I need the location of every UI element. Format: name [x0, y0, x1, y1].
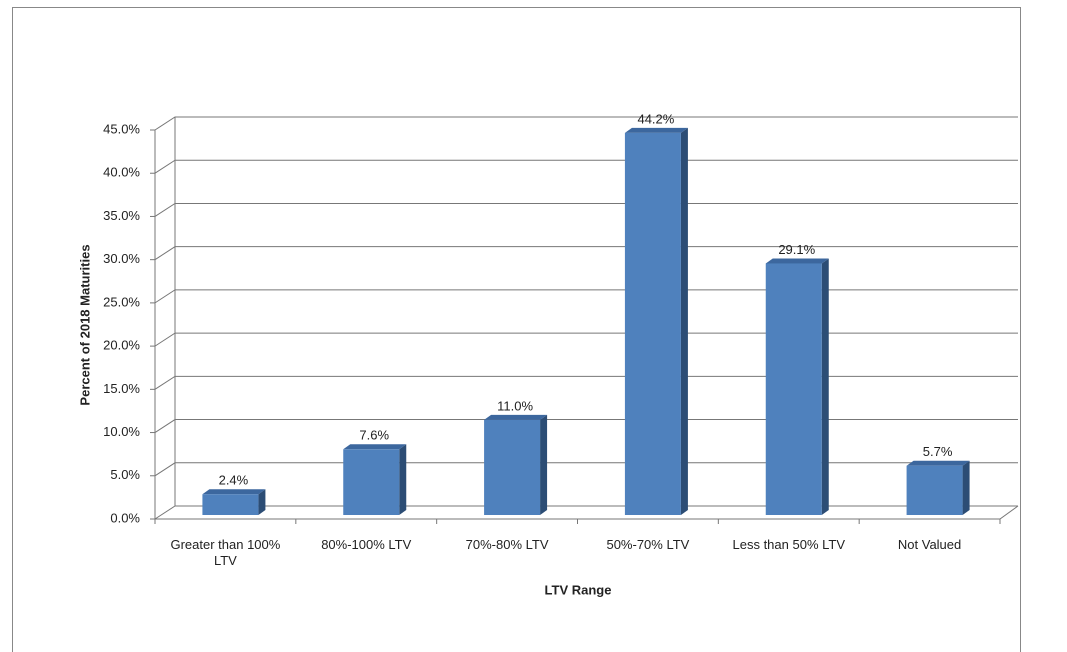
bar-side: [540, 414, 548, 515]
grid-line: [154, 505, 1018, 520]
bar: [765, 263, 822, 515]
bar-top: [343, 444, 407, 450]
bar: [343, 449, 400, 515]
value-label: 44.2%: [637, 111, 674, 126]
y-tick-label: 5.0%: [110, 467, 140, 482]
bar-side: [399, 444, 407, 515]
y-tick-label: 35.0%: [103, 208, 140, 223]
x-axis: [155, 505, 1019, 520]
bar: [484, 419, 541, 515]
grid-line: [154, 116, 1018, 131]
bar-side: [821, 258, 829, 515]
y-tick-label: 0.0%: [110, 510, 140, 525]
bar-side: [258, 489, 266, 515]
x-tick-label: 50%-70% LTV: [606, 537, 690, 552]
bar-top: [624, 127, 688, 133]
value-label: 2.4%: [219, 473, 249, 488]
value-label: 5.7%: [923, 444, 953, 459]
y-tick-label: 45.0%: [103, 121, 140, 136]
value-label: 7.6%: [359, 428, 389, 443]
grid-line: [154, 289, 1018, 304]
y-tick-label: 40.0%: [103, 165, 140, 180]
grid-line: [154, 159, 1018, 174]
value-label: 11.0%: [497, 398, 533, 413]
x-tick-label: Less than 50% LTV: [732, 537, 846, 552]
y-tick-label: 25.0%: [103, 294, 140, 309]
bar-top: [484, 414, 548, 420]
grid-line: [154, 462, 1018, 477]
bar-top: [202, 489, 266, 495]
y-tick-label: 10.0%: [103, 424, 140, 439]
grid-line: [154, 332, 1018, 347]
bar-side: [962, 460, 970, 515]
x-tick-label: Greater than 100% LTV: [170, 537, 281, 568]
y-tick-label: 20.0%: [103, 338, 140, 353]
bar: [202, 494, 259, 515]
y-axis-title: Percent of 2018 Maturities: [77, 244, 92, 405]
chart-frame: [12, 7, 1021, 652]
grid-line: [154, 202, 1018, 217]
x-axis-title: LTV Range: [545, 582, 612, 597]
value-label: 29.1%: [778, 242, 815, 257]
y-tick-label: 15.0%: [103, 381, 140, 396]
bar-top: [906, 460, 970, 466]
bar: [624, 132, 681, 515]
bar: [906, 465, 963, 515]
bar-top: [765, 258, 829, 264]
grid-line: [154, 375, 1018, 390]
x-tick-label: 70%-80% LTV: [465, 537, 549, 552]
grid-line: [154, 419, 1018, 433]
grid-line: [154, 246, 1018, 261]
bar-side: [680, 127, 688, 515]
y-tick-label: 30.0%: [103, 251, 140, 266]
x-tick-label: Not Valued: [897, 537, 962, 552]
x-tick-label: 80%-100% LTV: [321, 537, 412, 552]
